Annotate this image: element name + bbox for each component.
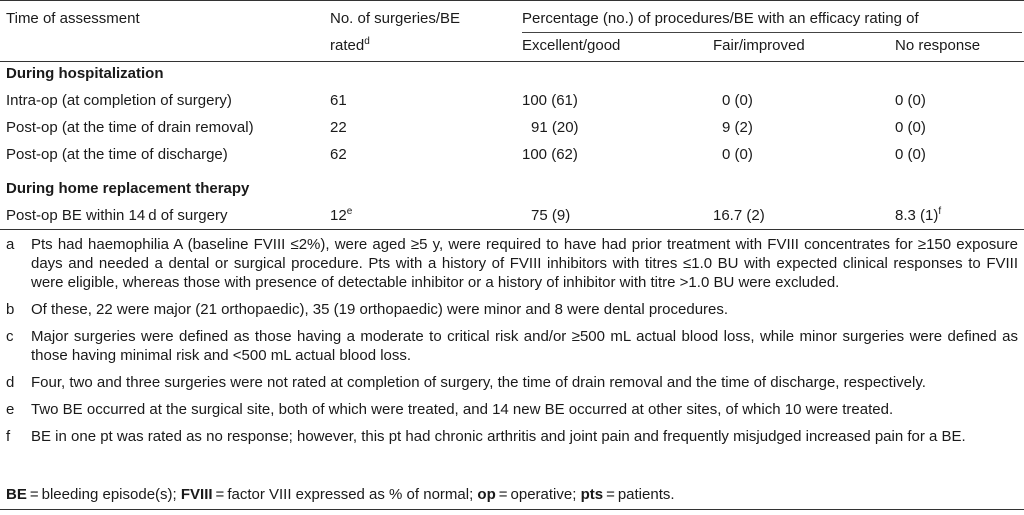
abbr-term: BE <box>6 486 27 503</box>
row-excellent: 75 (9) <box>531 207 571 224</box>
header-no-surgeries: No. of surgeries/BE <box>330 10 461 27</box>
row-excellent: 100 (62) <box>522 146 578 163</box>
header-fair-improved: Fair/improved <box>713 37 805 54</box>
footnote-letter: b <box>6 301 15 318</box>
footnote-text: BE in one pt was rated as no response; h… <box>31 428 966 445</box>
table-body-bottom-rule <box>0 229 1024 230</box>
footnote-text: Major surgeries were defined as those ha… <box>31 328 1018 364</box>
abbr-def: = factor VIII expressed as % of normal; <box>212 486 478 503</box>
abbr-term: pts <box>580 486 604 503</box>
row-no-response: 8.3 (1)f <box>895 206 942 225</box>
row-label: Post-op (at the time of drain removal) <box>6 119 254 136</box>
row-excellent: 100 (61) <box>522 92 578 109</box>
row-fair: 0 (0) <box>722 146 753 163</box>
abbr-term: op <box>477 486 496 503</box>
footnote-letter: d <box>6 374 15 391</box>
row-no-response: 0 (0) <box>895 119 926 136</box>
footnotes: a Pts had haemophilia A (baseline FVIII … <box>6 235 1018 446</box>
row-fair: 16.7 (2) <box>713 207 765 224</box>
section-title: During hospitalization <box>6 65 164 82</box>
footnote-letter: f <box>6 428 11 445</box>
footnote-e: e Two BE occurred at the surgical site, … <box>6 400 1018 419</box>
footnote-ref-e: e <box>346 206 353 217</box>
footnote-ref-d: d <box>364 36 370 47</box>
section-title: During home replacement therapy <box>6 180 250 197</box>
row-fair: 9 (2) <box>722 119 753 136</box>
header-no-response: No response <box>895 37 981 54</box>
footnote-letter: c <box>6 328 14 345</box>
abbr-term: FVIII <box>180 486 213 503</box>
footnote-letter: a <box>6 236 15 253</box>
row-count: 22 <box>330 119 347 136</box>
abbr-def: = patients. <box>603 486 675 503</box>
abbreviations-line: BE = bleeding episode(s); FVIII = factor… <box>6 486 675 504</box>
row-excellent: 91 (20) <box>531 119 579 136</box>
row-count: 62 <box>330 146 347 163</box>
row-count: 61 <box>330 92 347 109</box>
header-time-of-assessment: Time of assessment <box>6 10 140 27</box>
row-no-response: 0 (0) <box>895 92 926 109</box>
header-bottom-rule <box>0 61 1024 62</box>
row-label: Intra-op (at completion of surgery) <box>6 92 232 109</box>
footnote-b: b Of these, 22 were major (21 orthopaedi… <box>6 300 1018 319</box>
footnote-text: Two BE occurred at the surgical site, bo… <box>31 401 894 418</box>
header-group-percentage: Percentage (no.) of procedures/BE with a… <box>522 10 919 27</box>
row-no-response: 0 (0) <box>895 146 926 163</box>
row-fair: 0 (0) <box>722 92 753 109</box>
footnote-a: a Pts had haemophilia A (baseline FVIII … <box>6 235 1018 292</box>
table-bottom-rule <box>0 509 1024 510</box>
footnote-d: d Four, two and three surgeries were not… <box>6 373 1018 392</box>
header-rated: ratedd <box>330 36 370 55</box>
footnote-c: c Major surgeries were defined as those … <box>6 327 1018 365</box>
header-group-rule <box>522 32 1022 33</box>
abbr-def: = operative; <box>495 486 581 503</box>
row-label: Post-op BE within 14 d of surgery <box>6 207 228 224</box>
row-label: Post-op (at the time of discharge) <box>6 146 228 163</box>
footnote-letter: e <box>6 401 15 418</box>
abbr-def: = bleeding episode(s); <box>26 486 181 503</box>
footnote-f: f BE in one pt was rated as no response;… <box>6 427 1018 446</box>
footnote-text: Of these, 22 were major (21 orthopaedic)… <box>31 301 729 318</box>
footnote-text: Four, two and three surgeries were not r… <box>31 374 926 391</box>
footnote-text: Pts had haemophilia A (baseline FVIII ≤2… <box>31 236 1018 291</box>
row-count: 12e <box>330 206 353 225</box>
table-top-rule <box>0 0 1024 1</box>
footnote-ref-f: f <box>938 206 942 217</box>
header-excellent-good: Excellent/good <box>522 37 621 54</box>
